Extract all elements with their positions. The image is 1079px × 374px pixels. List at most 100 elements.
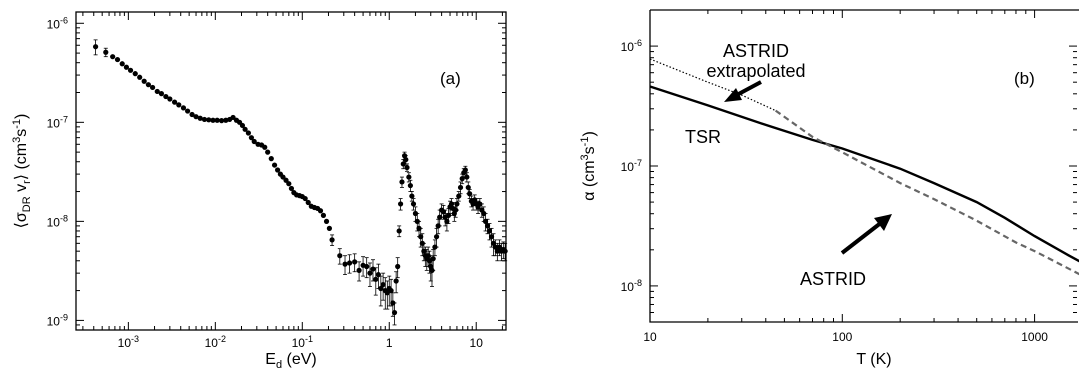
panel-a-data-point bbox=[119, 61, 125, 67]
panel-a-data-point bbox=[404, 164, 410, 171]
panel-a-data-point bbox=[163, 93, 169, 100]
panel-a-data-point bbox=[329, 237, 335, 243]
panel-a-data-point bbox=[271, 162, 278, 168]
panel-b-x-axis-label: T (K) bbox=[856, 351, 891, 368]
panel-a-data-point bbox=[396, 228, 402, 234]
panel-a-data-point bbox=[456, 193, 462, 199]
panel-a-data-point bbox=[430, 256, 436, 262]
panel-a-data-point bbox=[454, 201, 460, 207]
panel-a-data-point bbox=[352, 259, 358, 265]
panel-a-data-point bbox=[494, 248, 500, 254]
panel-b-y-axis-label: α (cm3s-1) bbox=[579, 131, 598, 201]
panel-a-data-point bbox=[467, 191, 473, 197]
panel-a-data-point bbox=[326, 225, 333, 231]
panel-a-data-point bbox=[154, 88, 160, 95]
panel-a-data-point bbox=[317, 208, 324, 214]
panel-a-data-point bbox=[320, 212, 327, 218]
panel-a-data-point bbox=[462, 167, 468, 173]
panel-a-data-point bbox=[409, 193, 415, 199]
panel-a-data-point bbox=[496, 244, 503, 250]
panel-a-data-point bbox=[410, 201, 417, 207]
panel-a-data-point bbox=[283, 177, 289, 183]
panel-a-data-point bbox=[406, 174, 412, 180]
panel-a-data-point bbox=[342, 261, 348, 267]
panel-a-data-point bbox=[397, 201, 404, 207]
panel-a-data-point bbox=[132, 71, 138, 77]
panel-a-data-point bbox=[245, 130, 251, 136]
panel-a-data-point bbox=[189, 111, 195, 118]
panel-a-data-point bbox=[445, 212, 452, 218]
panel-a-data-point bbox=[268, 156, 274, 162]
panel-a-x-tick-label: 10-3 bbox=[118, 334, 139, 350]
panel-a-data-point bbox=[380, 281, 386, 288]
panel-a-data-point bbox=[201, 116, 208, 123]
panel-b-series-dashed-line bbox=[774, 109, 1079, 276]
panel-a-label: (a) bbox=[440, 69, 461, 88]
panel-a-data-point bbox=[141, 78, 147, 84]
panel-a-data-point bbox=[464, 174, 470, 180]
annotation-tsr: TSR bbox=[685, 127, 721, 147]
annotation-astrid-extrapolated-line2: extrapolated bbox=[706, 61, 805, 81]
panel-a-data-point bbox=[370, 266, 376, 272]
panel-a-data-point bbox=[206, 117, 212, 123]
panel-a-data-point bbox=[242, 126, 248, 132]
panel-a-data-point bbox=[193, 114, 199, 120]
panel-a-data-point bbox=[399, 179, 405, 185]
panel-b-y-tick-label: 10-6 bbox=[621, 38, 642, 54]
panel-a-data-point bbox=[477, 201, 483, 207]
panel-a-data-point bbox=[286, 181, 292, 187]
panel-b-y-tick-label: 10-7 bbox=[621, 158, 642, 174]
panel-a-data-point bbox=[484, 223, 491, 229]
panel-a-data-point bbox=[347, 260, 353, 266]
panel-a-data-point bbox=[378, 285, 384, 292]
panel-a-data-point bbox=[248, 135, 255, 141]
panel-a-data-point bbox=[465, 184, 471, 191]
panel-a-data-point bbox=[388, 287, 394, 294]
panel-b-x-tick-label: 1000 bbox=[1021, 330, 1048, 344]
panel-a-x-axis-label: Ed (eV) bbox=[265, 351, 316, 371]
panel-a-data-point bbox=[488, 234, 495, 240]
panel-b-axes: 10 100 1000 10-8 10-7 10-6 bbox=[621, 9, 1079, 344]
panel-a-data-point bbox=[486, 228, 493, 234]
panel-a-data-point bbox=[92, 44, 99, 50]
panel-a-y-axis-label: ⟨σDR vr⟩ (cm3s-1) bbox=[11, 114, 33, 229]
panel-a-data-point bbox=[150, 84, 156, 91]
panel-a-data-point bbox=[239, 122, 246, 129]
panel-a-data-point bbox=[110, 54, 116, 60]
panel-a-data-point bbox=[367, 270, 373, 276]
panel-a-data bbox=[92, 39, 508, 326]
panel-a-data-point bbox=[302, 195, 308, 202]
panel-a-data-point bbox=[305, 199, 311, 206]
panel-a-data-point bbox=[114, 56, 121, 63]
panel-a-data-point bbox=[180, 105, 187, 111]
panel-a-x-tick-label: 10-2 bbox=[205, 334, 226, 350]
panel-a-data-point bbox=[123, 64, 130, 70]
panel-a-data-point bbox=[265, 149, 271, 155]
panel-a-data-point bbox=[384, 290, 390, 296]
panel-a-data-point bbox=[274, 167, 281, 173]
panel-a-frame bbox=[75, 11, 507, 331]
panel-a-data-point bbox=[167, 96, 173, 102]
panel-a-axes: 10-3 10-2 10-1 1 10 10-9 10-8 10-7 10-6 bbox=[47, 11, 507, 350]
panel-a-data-point bbox=[395, 263, 401, 270]
panel-a-data-point bbox=[103, 49, 109, 55]
panel-a-data-point bbox=[158, 90, 165, 97]
panel-a-y-tick-label: 10-8 bbox=[47, 213, 68, 229]
panel-b-y-tick-label: 10-8 bbox=[621, 278, 642, 294]
panel-b-series-solid-line bbox=[649, 85, 1079, 263]
panel-b: 10 100 1000 10-8 10-7 10-6 (b) α (cm3s-1) T (… bbox=[579, 9, 1079, 368]
arrow-astrid-extrapolated bbox=[724, 80, 762, 102]
panel-a-y-tick-label: 10-9 bbox=[47, 312, 68, 328]
panel-a-data-point bbox=[176, 102, 182, 108]
panel-b-x-tick-label: 100 bbox=[832, 330, 852, 344]
panel-a-data-point bbox=[251, 138, 257, 145]
panel-a-data-point bbox=[407, 182, 413, 189]
arrow-astrid bbox=[840, 214, 892, 255]
panel-a-data-point bbox=[127, 67, 134, 73]
panel-a-data-point bbox=[337, 253, 343, 259]
panel-a-data-point bbox=[492, 244, 498, 250]
panel-a-y-tick-label: 10-7 bbox=[47, 114, 68, 130]
panel-a-data-point bbox=[145, 82, 151, 88]
panel-a-data-point bbox=[197, 115, 203, 121]
